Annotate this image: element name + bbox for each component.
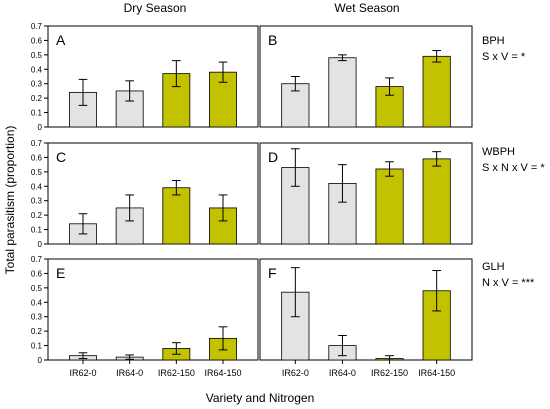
error-bar [432, 270, 442, 312]
y-tick-label: 0.3 [31, 313, 43, 322]
panel-frame [259, 142, 473, 245]
error-bar [218, 194, 228, 222]
panel-letter: F [268, 265, 277, 281]
row-effect-label-wbph: S x N x V = * [482, 162, 545, 174]
panel-letter: C [56, 149, 66, 165]
y-tick-label: 0.2 [31, 211, 43, 220]
panels: A 0 0.1 0.2 0.3 0.4 0.5 0.6 0.7 B C 0 0.1 0.2 0.3 0.4 0.… [31, 22, 473, 378]
error-bar [290, 267, 300, 318]
panel-letter: B [268, 32, 277, 48]
y-tick-label: 0.6 [31, 153, 43, 162]
error-bar [338, 54, 347, 62]
x-axis-title: Variety and Nitrogen [206, 391, 315, 405]
y-tick-label: 0.7 [31, 139, 43, 148]
error-bar [385, 77, 394, 96]
error-bar [78, 352, 88, 360]
x-category-label: IR62-0 [282, 368, 309, 378]
y-tick-label: 0.4 [31, 182, 43, 191]
error-bar [290, 76, 300, 92]
y-tick-label: 0 [38, 240, 43, 249]
y-tick-label: 0.1 [31, 109, 43, 118]
x-category-label: IR64-150 [204, 368, 241, 378]
error-bar [218, 61, 228, 83]
y-tick-label: 0.7 [31, 255, 43, 264]
error-bar [338, 334, 347, 357]
y-tick-label: 0 [38, 123, 43, 132]
y-tick-label: 0.7 [31, 22, 43, 31]
y-tick-label: 0.2 [31, 94, 43, 103]
y-tick-label: 0.5 [31, 168, 43, 177]
error-bar [125, 194, 134, 222]
x-category-label: IR62-0 [69, 368, 96, 378]
error-bar [432, 151, 442, 167]
panel-frame [259, 25, 473, 128]
y-tick-label: 0.3 [31, 80, 43, 89]
x-category-label: IR62-150 [371, 368, 408, 378]
error-bar [432, 50, 442, 63]
panel-a: A 0 0.1 0.2 0.3 0.4 0.5 0.6 0.7 [31, 22, 259, 132]
panel-frame [47, 142, 259, 245]
panel-c: C 0 0.1 0.2 0.3 0.4 0.5 0.6 0.7 [31, 139, 259, 249]
y-tick-label: 0.4 [31, 65, 43, 74]
y-tick-label: 0.5 [31, 284, 43, 293]
error-bar [218, 326, 228, 351]
y-tick-label: 0.1 [31, 342, 43, 351]
x-category-label: IR64-0 [116, 368, 143, 378]
bar-ir62-150 [162, 187, 191, 245]
x-category-label: IR64-150 [418, 368, 455, 378]
panel-letter: A [56, 32, 66, 48]
row-pest-label-wbph: WBPH [482, 146, 515, 158]
error-bar [78, 213, 88, 235]
panel-frame [47, 258, 259, 361]
error-bar [172, 342, 181, 355]
error-bar [338, 164, 347, 203]
panel-e: E 0 0.1 0.2 0.3 0.4 0.5 0.6 0.7 IR62-0 IR64-0 IR62-… [31, 255, 259, 378]
y-tick-label: 0.5 [31, 51, 43, 60]
error-bar [125, 354, 134, 360]
y-tick-label: 0.6 [31, 269, 43, 278]
y-axis-title: Total parasitism (proportion) [3, 126, 17, 275]
error-bar [385, 161, 394, 177]
panel-letter: E [56, 265, 65, 281]
column-title-dry: Dry Season [124, 1, 187, 15]
y-tick-label: 0 [38, 356, 43, 365]
y-tick-label: 0.6 [31, 36, 43, 45]
column-title-wet: Wet Season [334, 1, 399, 15]
x-category-label: IR62-150 [158, 368, 195, 378]
bar-ir64-150 [422, 158, 451, 245]
error-bar [78, 78, 88, 106]
error-bar [290, 148, 300, 187]
panel-frame [259, 258, 473, 361]
y-tick-label: 0.4 [31, 298, 43, 307]
error-bar [125, 80, 134, 102]
row-pest-label-glh: GLH [482, 261, 505, 273]
panel-d: D [259, 142, 473, 245]
row-effect-label-bph: S x V = * [482, 51, 526, 63]
bar-ir64-150 [422, 55, 451, 128]
y-tick-label: 0.1 [31, 226, 43, 235]
error-bar [172, 180, 181, 196]
error-bar [172, 60, 181, 88]
row-pest-label-bph: BPH [482, 35, 505, 47]
panel-b: B [259, 25, 473, 128]
panel-frame [47, 25, 259, 128]
x-category-label: IR64-0 [329, 368, 356, 378]
row-effect-label-glh: N x V = *** [482, 277, 535, 289]
panel-letter: D [268, 149, 278, 165]
bar-ir62-0 [69, 91, 97, 128]
y-tick-label: 0.3 [31, 197, 43, 206]
panel-f: F IR62-0 IR64-0 IR62-150 IR64-150 [259, 258, 473, 378]
bar-ir64-0 [328, 57, 357, 128]
y-tick-label: 0.2 [31, 327, 43, 336]
bar-ir62-150 [375, 168, 404, 245]
